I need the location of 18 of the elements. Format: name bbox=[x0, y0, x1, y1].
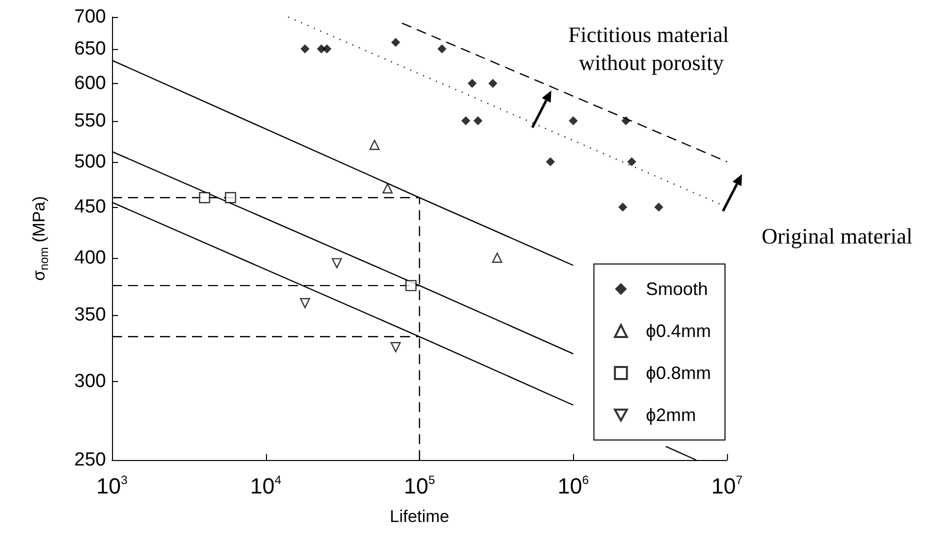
legend-label: ϕ0.8mm bbox=[646, 363, 711, 383]
y-tick-label: 350 bbox=[74, 304, 106, 326]
legend-label: ϕ2mm bbox=[646, 405, 696, 425]
x-axis-title: Lifetime bbox=[390, 507, 450, 526]
annotation: Fictitious material without porosity bbox=[568, 22, 734, 76]
y-tick-label: 300 bbox=[74, 371, 106, 392]
y-tick-label: 650 bbox=[74, 38, 106, 60]
y-tick-label: 600 bbox=[74, 72, 106, 94]
y-tick-label: 500 bbox=[74, 151, 106, 172]
legend-label: Smooth bbox=[646, 279, 708, 299]
legend-label: ϕ0.4mm bbox=[646, 321, 711, 341]
y-tick-label: 450 bbox=[74, 196, 106, 218]
y-tick-label: 400 bbox=[74, 247, 106, 268]
y-tick-label: 550 bbox=[74, 110, 106, 132]
y-tick-label: 250 bbox=[74, 450, 106, 470]
y-axis-title: σnom (MPa) bbox=[30, 196, 51, 281]
y-tick-label: 700 bbox=[74, 6, 106, 28]
annotation: Original material bbox=[762, 224, 912, 249]
